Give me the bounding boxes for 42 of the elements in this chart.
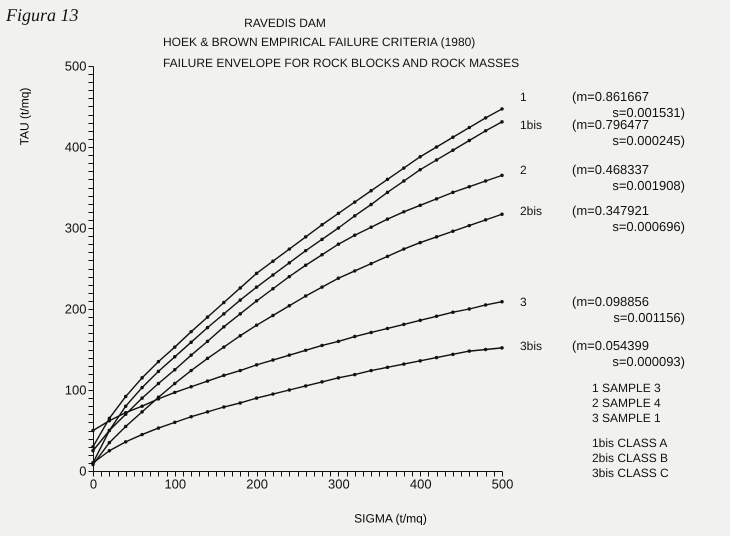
text: 2bis CLASS B (592, 451, 668, 465)
text: s=0.001156) (613, 310, 685, 325)
series-label: 3bis (520, 339, 542, 353)
y-tick-label: 200 (64, 302, 86, 316)
y-tick-label: 500 (64, 58, 86, 74)
x-tick-label: 300 (328, 476, 350, 492)
text: 3bis CLASS C (592, 466, 670, 480)
series-label: 2 (520, 163, 527, 177)
x-tick-label: 400 (410, 476, 432, 492)
x-tick-label: 500 (492, 476, 514, 492)
text: 1bis CLASS A (592, 436, 668, 450)
y-tick-label: 0 (79, 464, 86, 478)
text: s=0.001908) (612, 178, 685, 193)
text: s=0.001531) (612, 105, 685, 120)
text: (m=0.468337 (572, 162, 649, 177)
y-tick-label: 400 (64, 140, 86, 154)
text: HOEK & BROWN EMPIRICAL FAILURE CRITERIA (1980) (163, 35, 476, 49)
y-tick-label: 100 (64, 382, 86, 398)
text: 3 SAMPLE 1 (592, 411, 662, 425)
series-label: 2bis (520, 204, 542, 218)
y-axis-title: TAU (t/mq) (18, 88, 32, 146)
y-tick-label: 300 (64, 220, 86, 236)
x-tick-label: 100 (164, 476, 186, 492)
x-tick-label: 0 (90, 476, 98, 492)
x-tick-label: 200 (246, 476, 268, 492)
series-label: 1bis (520, 118, 542, 132)
text: Figura 13 (5, 5, 79, 25)
text: (m=0.796477 (572, 117, 649, 132)
text: (m=0.861667 (572, 89, 649, 104)
text: s=0.000696) (612, 219, 685, 234)
text: 1 SAMPLE 3 (592, 381, 662, 395)
text: (m=0.098856 (572, 294, 649, 309)
text: 2 SAMPLE 4 (592, 396, 662, 410)
text: FAILURE ENVELOPE FOR ROCK BLOCKS AND ROCK MASSES (163, 56, 520, 70)
text: (m=0.347921 (572, 203, 649, 218)
text: s=0.000245) (612, 133, 685, 148)
series-label: 3 (520, 295, 527, 309)
text: s=0.000093) (612, 354, 685, 369)
text: (m=0.054399 (572, 338, 649, 353)
series-label: 1 (520, 90, 527, 104)
x-axis-title: SIGMA (t/mq) (354, 512, 427, 526)
chart-title: RAVEDIS DAM (244, 16, 326, 30)
